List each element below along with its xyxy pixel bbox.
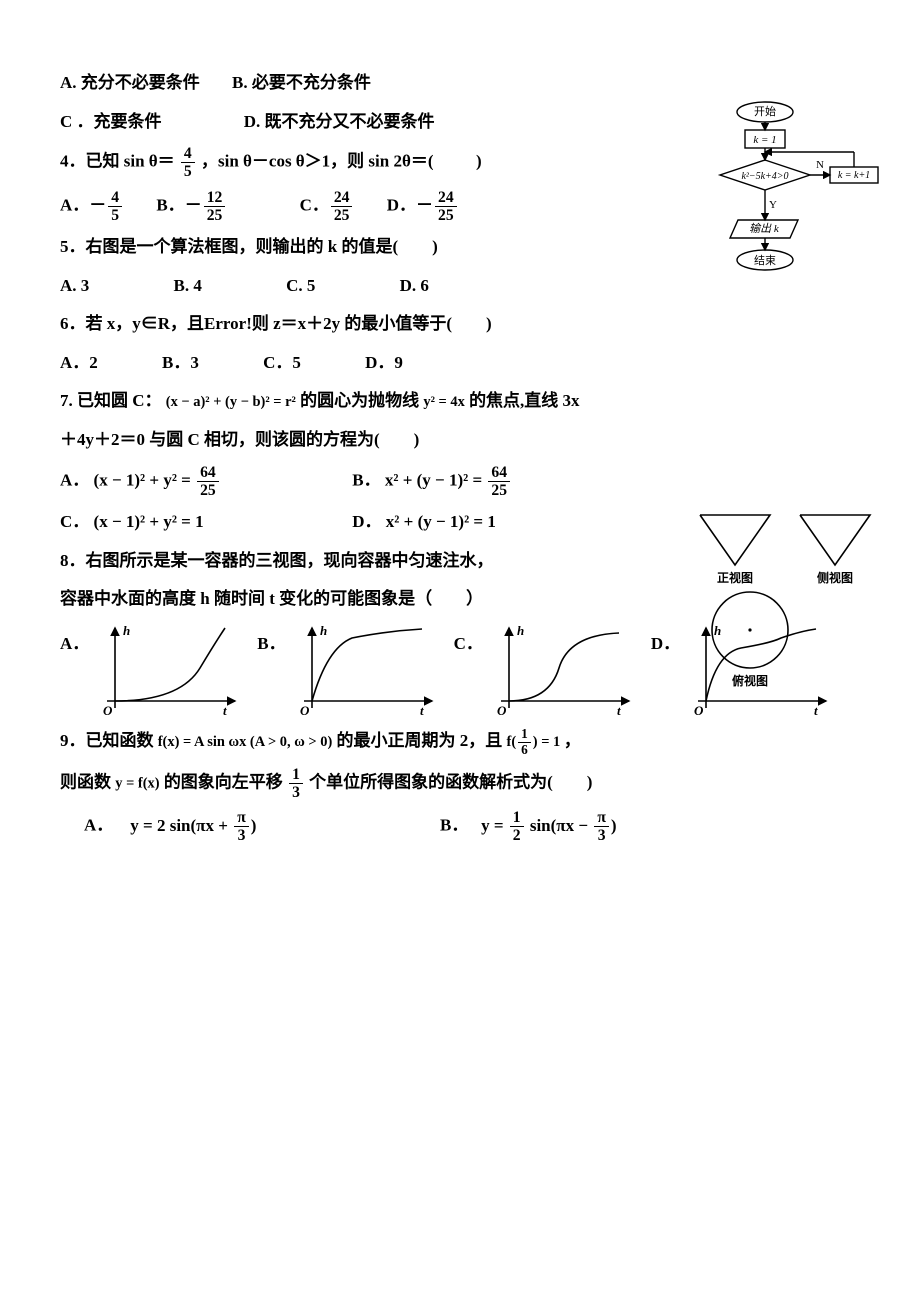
svg-text:俯视图: 俯视图 <box>732 673 768 688</box>
q8-opt-a: A． h t O <box>60 623 245 718</box>
q6-opt-b: B．3 <box>162 348 199 379</box>
q8-opt-b: B． h t O <box>257 623 441 718</box>
q8-opt-c: C． h t O <box>454 623 639 718</box>
q3-opt-b: B. 必要不充分条件 <box>232 68 371 99</box>
q7-opt-a: A． (x − 1)² + y² = 6425 <box>60 464 320 499</box>
svg-text:Y: Y <box>769 199 777 211</box>
q4-opt-b: B．－1225 <box>156 189 227 224</box>
q4-opt-a: A．－45 <box>60 189 124 224</box>
q9-opt-b: B． y = 12 sin(πx − π3) <box>380 809 617 844</box>
q5-opt-c: C. 5 <box>286 271 315 302</box>
svg-text:h: h <box>517 623 524 638</box>
q5-opt-a: A. 3 <box>60 271 89 302</box>
svg-text:结束: 结束 <box>754 254 776 267</box>
svg-text:开始: 开始 <box>754 104 776 118</box>
flowchart-svg: 开始 k = 1 k²−5k+4>0 N k = k+1 Y 输出 k 结束 <box>710 100 880 310</box>
svg-text:k = 1: k = 1 <box>753 134 776 146</box>
q9-stem-line1: 9．已知函数 f(x) = A sin ωx (A > 0, ω > 0) 的最… <box>60 726 870 758</box>
svg-text:O: O <box>497 703 507 718</box>
q7-opt-b: B． x² + (y − 1)² = 6425 <box>352 464 512 499</box>
svg-text:正视图: 正视图 <box>717 570 753 585</box>
q3-options-row1: A. 充分不必要条件 B. 必要不充分条件 <box>60 68 870 99</box>
svg-text:O: O <box>103 703 113 718</box>
svg-text:侧视图: 侧视图 <box>817 570 853 585</box>
q5-opt-b: B. 4 <box>174 271 202 302</box>
q9-opt-a: A． y = 2 sin(πx + π3) <box>60 809 380 844</box>
three-view-figure: 正视图 侧视图 俯视图 <box>690 510 890 701</box>
q6-opt-d: D．9 <box>365 348 403 379</box>
svg-text:h: h <box>123 623 130 638</box>
q6-opt-a: A．2 <box>60 348 98 379</box>
q3-opt-a: A. 充分不必要条件 <box>60 68 200 99</box>
svg-text:h: h <box>320 623 327 638</box>
svg-text:t: t <box>420 703 424 718</box>
svg-text:O: O <box>300 703 310 718</box>
q7-opt-d: D． x² + (y − 1)² = 1 <box>352 507 496 538</box>
q3-opt-c: C ．充要条件 <box>60 107 162 138</box>
q7-opt-c: C． (x − 1)² + y² = 1 <box>60 507 320 538</box>
svg-text:t: t <box>223 703 227 718</box>
svg-text:k = k+1: k = k+1 <box>838 170 870 181</box>
svg-text:N: N <box>816 159 824 171</box>
flowchart-figure: 开始 k = 1 k²−5k+4>0 N k = k+1 Y 输出 k 结束 <box>710 100 880 321</box>
q4-opt-c: C．2425 <box>300 189 355 224</box>
q4-opt-d: D．－2425 <box>387 189 459 224</box>
q7-options-row1: A． (x − 1)² + y² = 6425 B． x² + (y − 1)²… <box>60 464 870 499</box>
q7-stem-line1: 7. 已知圆 C： (x − a)² + (y − b)² = r² 的圆心为抛… <box>60 386 870 417</box>
q6-options: A．2 B．3 C．5 D．9 <box>60 348 870 379</box>
q9-options: A． y = 2 sin(πx + π3) B． y = 12 sin(πx −… <box>60 809 870 844</box>
svg-text:t: t <box>617 703 621 718</box>
q6-opt-c: C．5 <box>263 348 301 379</box>
q7-stem-line2: ＋4y＋2＝0 与圆 C 相切，则该圆的方程为( ) <box>60 425 870 456</box>
svg-text:k²−5k+4>0: k²−5k+4>0 <box>741 171 788 182</box>
q3-opt-d: D. 既不充分又不必要条件 <box>244 107 435 138</box>
svg-text:O: O <box>694 703 704 718</box>
svg-text:输出 k: 输出 k <box>749 222 780 235</box>
svg-text:t: t <box>814 703 818 718</box>
q5-opt-d: D. 6 <box>400 271 429 302</box>
q9-stem-line2: 则函数 y = f(x) 的图象向左平移 13 个单位所得图象的函数解析式为( … <box>60 766 870 801</box>
three-view-svg: 正视图 侧视图 俯视图 <box>690 510 890 690</box>
